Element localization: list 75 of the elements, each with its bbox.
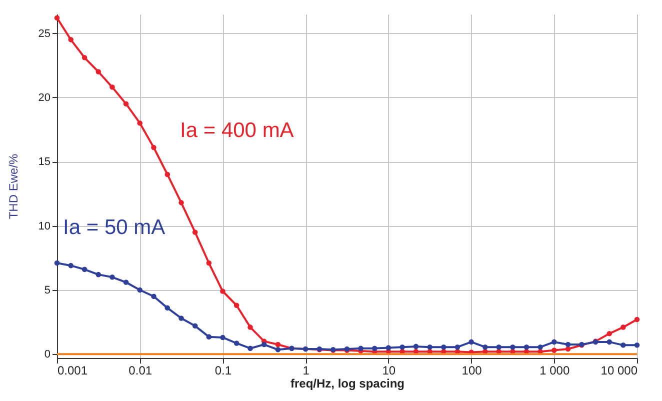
point xyxy=(482,344,488,350)
point xyxy=(565,342,571,348)
point xyxy=(137,287,143,293)
point xyxy=(551,348,557,353)
point xyxy=(234,302,240,308)
point xyxy=(620,324,626,330)
x-tick-label: 10 xyxy=(382,364,396,378)
point xyxy=(634,316,640,322)
point xyxy=(454,344,460,350)
point xyxy=(248,324,253,330)
y-tick-label: 20 xyxy=(38,92,50,104)
point xyxy=(441,344,446,350)
point xyxy=(110,84,115,90)
series-label: Ia = 400 mA xyxy=(180,119,294,142)
point xyxy=(123,280,129,285)
point xyxy=(358,346,364,352)
point xyxy=(510,344,516,350)
y-axis-title: THD Ewe/% xyxy=(6,154,20,220)
point xyxy=(275,347,281,352)
point xyxy=(386,345,392,350)
point xyxy=(634,342,640,348)
point xyxy=(54,260,60,266)
point xyxy=(178,316,184,321)
point xyxy=(96,272,102,278)
point xyxy=(400,344,405,350)
y-tick-label: 0 xyxy=(44,348,50,361)
point xyxy=(234,340,240,346)
point xyxy=(220,288,226,294)
point xyxy=(275,342,281,348)
point xyxy=(206,334,212,340)
point xyxy=(551,339,557,345)
x-axis-title: freq/Hz, log spacing xyxy=(290,376,405,390)
point xyxy=(110,274,115,280)
point xyxy=(606,330,612,336)
y-tick-label: 25 xyxy=(38,28,50,40)
point xyxy=(68,37,74,42)
point xyxy=(137,120,143,126)
point xyxy=(620,342,626,348)
x-tick-label: 100 xyxy=(462,364,482,378)
point xyxy=(261,342,267,348)
point xyxy=(82,266,88,272)
y-tick-label: 5 xyxy=(44,284,50,296)
point xyxy=(468,339,474,345)
point xyxy=(524,344,530,350)
point xyxy=(565,346,571,352)
point xyxy=(192,230,198,235)
point xyxy=(123,101,129,106)
y-tick-label: 10 xyxy=(38,220,50,232)
x-tick-label: 0.01 xyxy=(128,364,152,378)
point xyxy=(68,262,74,268)
x-tick-label: 0.001 xyxy=(58,364,88,378)
point xyxy=(248,346,253,352)
x-tick-label: 1 000 xyxy=(540,364,570,378)
point xyxy=(178,200,184,206)
point xyxy=(538,344,543,350)
point xyxy=(96,69,102,74)
point xyxy=(496,344,502,350)
point xyxy=(372,346,378,352)
point xyxy=(192,323,198,329)
x-tick-label: 10 000 xyxy=(600,364,638,378)
point xyxy=(164,305,170,311)
point xyxy=(151,294,156,300)
point xyxy=(206,260,212,266)
point xyxy=(606,339,612,345)
x-tick-label: 1 xyxy=(302,364,310,378)
point xyxy=(427,344,432,350)
series-label: Ia = 50 mA xyxy=(63,216,166,239)
x-tick-label: 0.1 xyxy=(214,364,232,378)
point xyxy=(151,144,156,150)
point xyxy=(220,334,226,340)
point xyxy=(82,55,88,60)
point xyxy=(413,344,419,350)
point xyxy=(164,172,170,178)
point xyxy=(54,15,60,20)
y-tick-label: 15 xyxy=(38,156,50,168)
